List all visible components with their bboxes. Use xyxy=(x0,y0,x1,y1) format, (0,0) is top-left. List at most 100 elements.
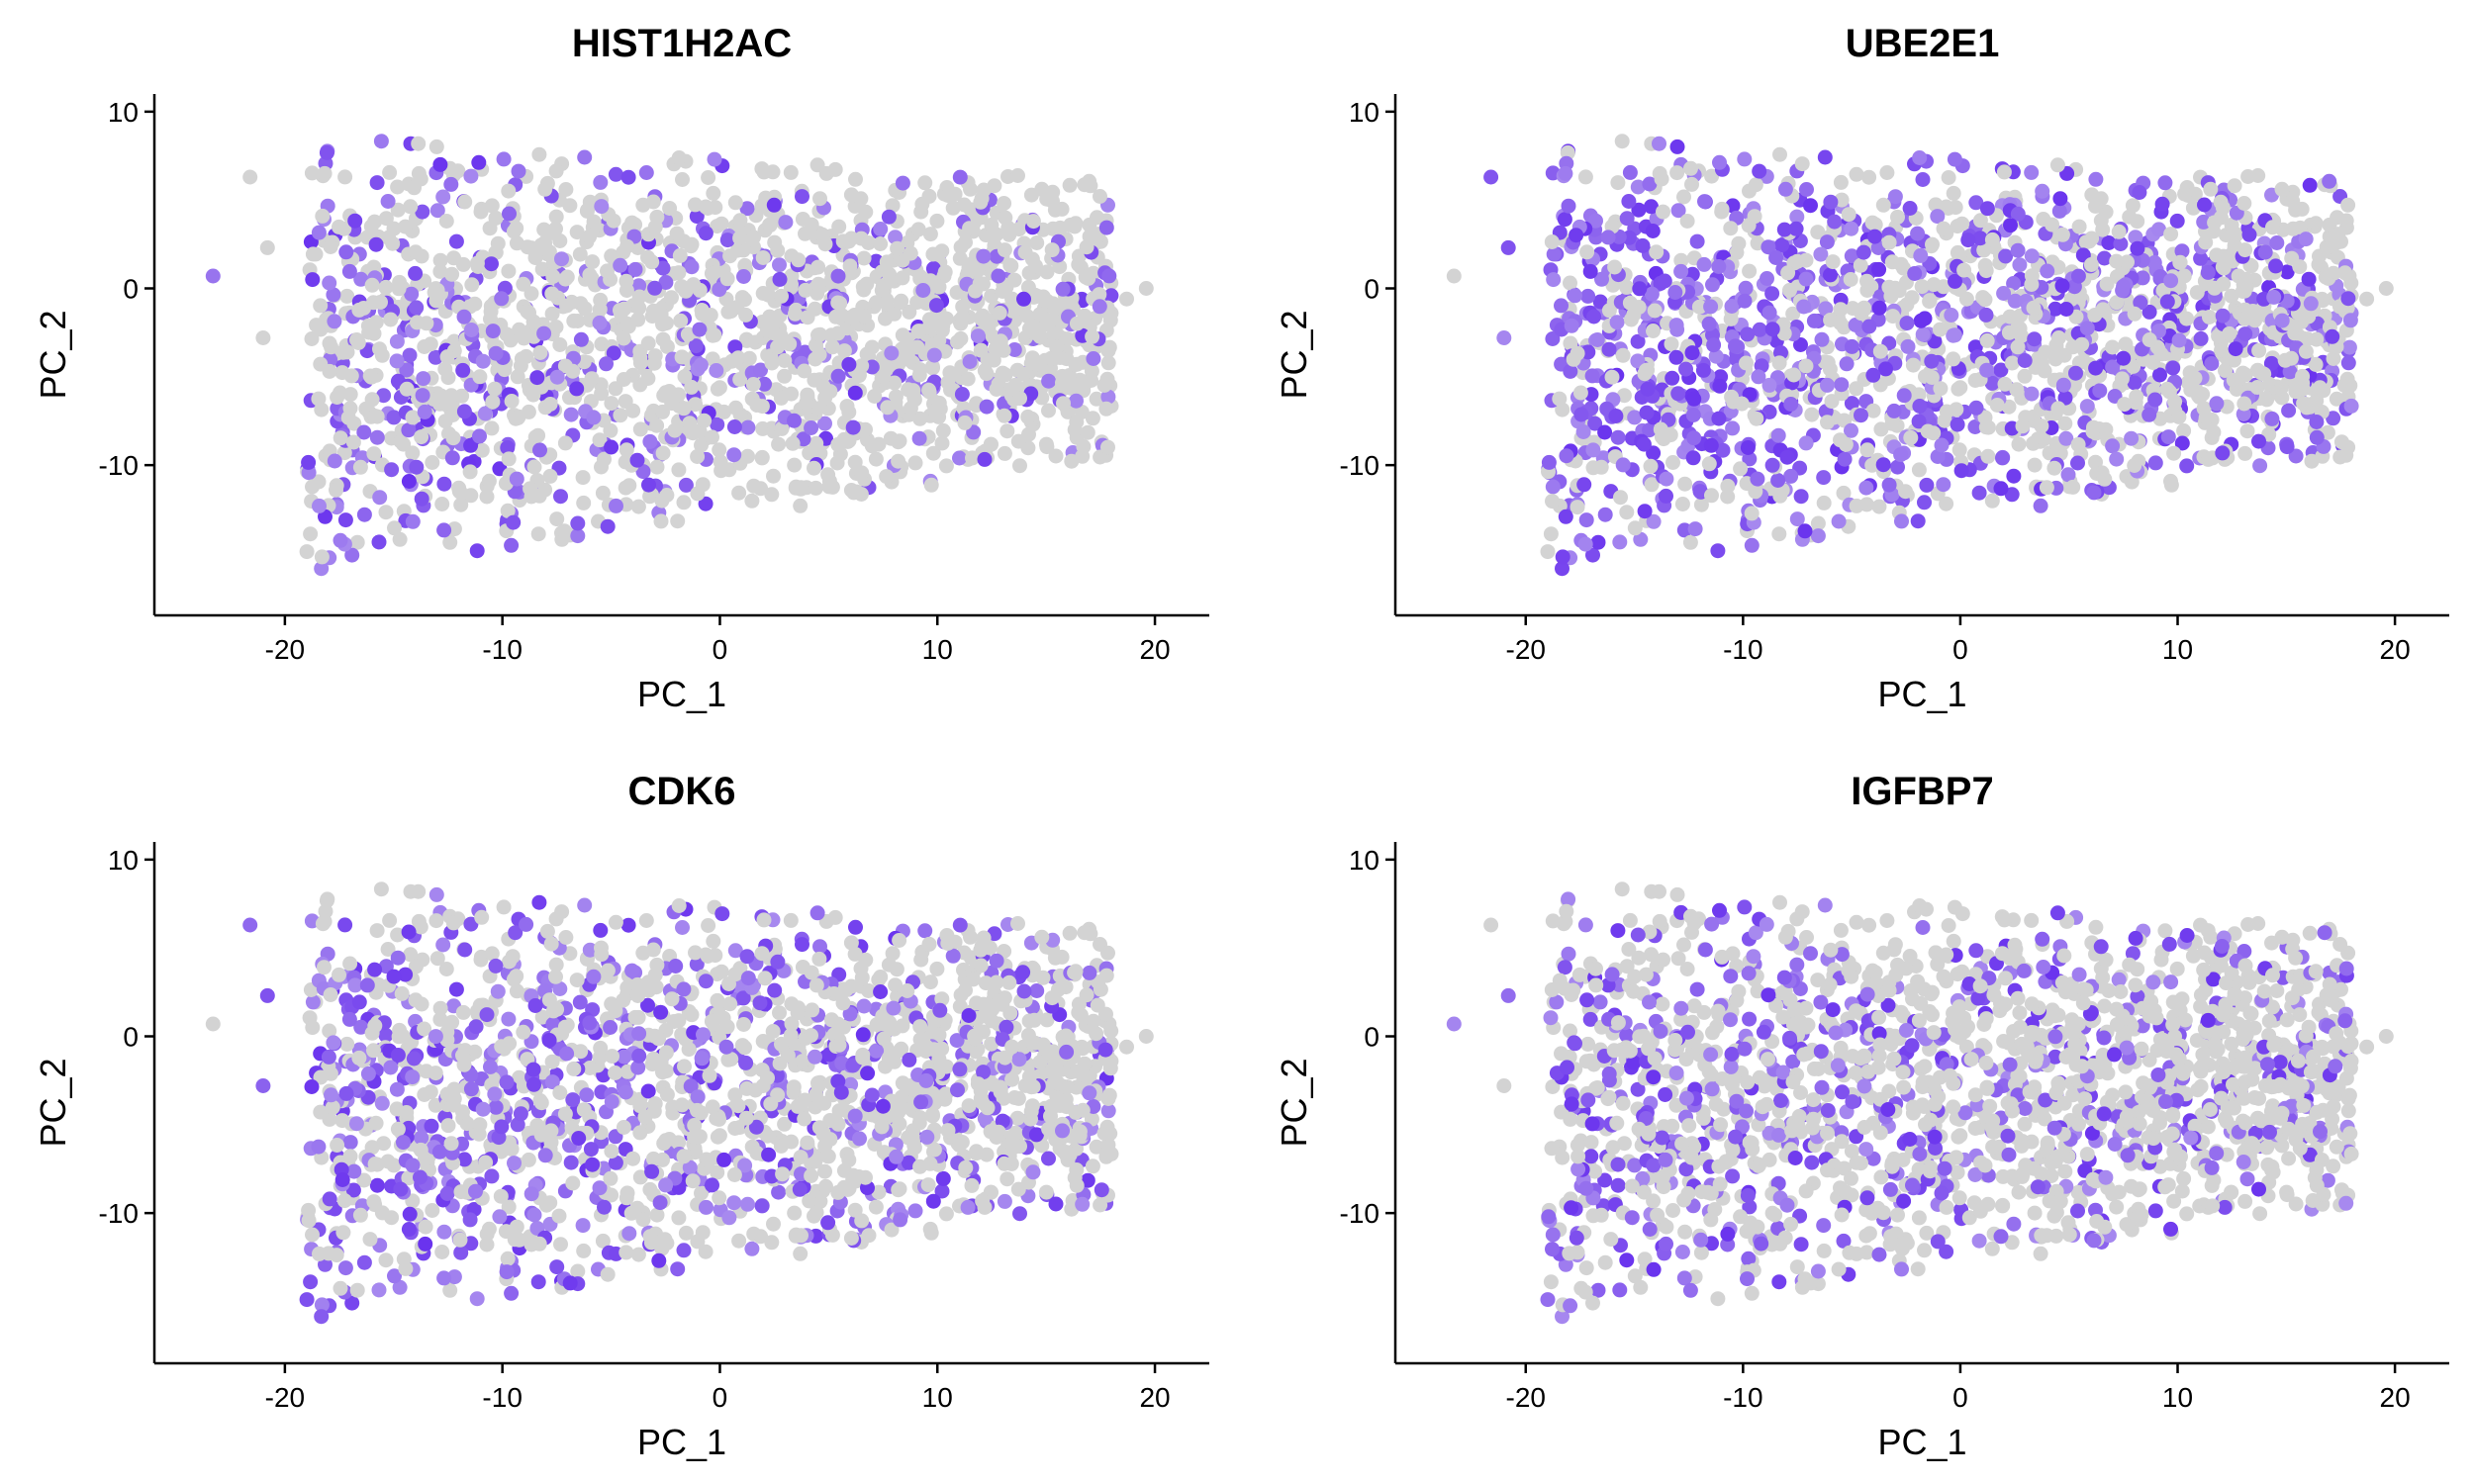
data-point xyxy=(351,994,367,1010)
data-point xyxy=(667,422,683,438)
data-point xyxy=(915,283,931,298)
data-point xyxy=(516,276,531,292)
data-point xyxy=(664,290,679,306)
data-point xyxy=(462,1212,478,1228)
data-point xyxy=(649,417,665,433)
data-point xyxy=(2092,383,2108,399)
y-axis-title: PC_2 xyxy=(33,310,73,399)
data-point xyxy=(927,403,942,418)
data-point xyxy=(787,413,802,428)
data-point xyxy=(699,1199,714,1215)
data-point xyxy=(2097,471,2113,487)
data-point xyxy=(1659,488,1673,504)
data-point xyxy=(351,302,367,318)
data-point xyxy=(2001,325,2017,340)
data-point xyxy=(386,410,402,425)
data-point xyxy=(2200,264,2216,280)
data-point xyxy=(958,234,973,250)
data-point xyxy=(810,276,826,292)
data-point xyxy=(428,913,444,929)
scatter-points xyxy=(205,881,1154,1325)
data-point xyxy=(444,266,460,282)
data-point xyxy=(311,225,327,240)
y-tick-label: 10 xyxy=(108,97,139,128)
data-point xyxy=(531,146,547,162)
data-point xyxy=(401,422,417,438)
data-point xyxy=(705,1177,719,1193)
data-point xyxy=(757,971,773,986)
data-point xyxy=(1822,361,1838,377)
data-point xyxy=(1573,407,1589,422)
data-point xyxy=(334,365,350,381)
data-point xyxy=(1703,299,1719,315)
data-point xyxy=(1865,367,1881,383)
data-point xyxy=(973,958,989,974)
data-point xyxy=(2026,300,2042,316)
data-point xyxy=(684,259,700,275)
data-point xyxy=(1770,473,1786,488)
data-point xyxy=(303,1274,319,1290)
data-point xyxy=(2340,197,2356,213)
data-point xyxy=(2222,325,2237,341)
data-point xyxy=(511,163,526,179)
data-point xyxy=(1072,376,1088,392)
data-point xyxy=(1849,166,1864,182)
data-point xyxy=(1045,296,1061,312)
data-point xyxy=(777,368,793,384)
data-point xyxy=(2017,368,2033,384)
data-point xyxy=(727,1121,743,1136)
data-point xyxy=(594,459,609,475)
data-point xyxy=(2034,418,2049,434)
data-point xyxy=(1932,322,1948,337)
data-point xyxy=(828,309,844,325)
data-point xyxy=(673,313,689,328)
data-point xyxy=(764,355,780,371)
data-point xyxy=(1636,436,1652,452)
data-point xyxy=(2118,336,2134,352)
data-point xyxy=(586,410,602,425)
data-point xyxy=(2257,244,2273,260)
data-point xyxy=(2268,258,2284,274)
data-point xyxy=(2153,346,2169,362)
data-point xyxy=(479,489,495,505)
y-axis-title: PC_2 xyxy=(1274,310,1314,399)
data-point xyxy=(619,238,635,254)
data-point xyxy=(676,1243,692,1258)
y-tick-label: 0 xyxy=(123,274,139,305)
data-point xyxy=(749,398,765,413)
data-point xyxy=(1875,457,1891,473)
data-point xyxy=(647,219,663,234)
data-point xyxy=(873,222,889,236)
data-point xyxy=(728,400,743,416)
data-point xyxy=(450,163,466,179)
data-point xyxy=(303,526,319,542)
data-point xyxy=(2171,332,2187,348)
data-point xyxy=(1797,523,1813,539)
x-tick-label: 20 xyxy=(2380,634,2411,665)
data-point xyxy=(382,164,398,180)
data-point xyxy=(305,246,321,262)
data-point xyxy=(1854,408,1868,423)
data-point xyxy=(1052,220,1068,235)
data-point xyxy=(788,306,803,322)
data-point xyxy=(584,371,600,387)
data-point xyxy=(409,300,425,316)
data-point xyxy=(1683,160,1698,176)
data-point xyxy=(669,226,685,241)
data-point xyxy=(437,361,453,377)
data-point xyxy=(1100,343,1116,358)
data-point xyxy=(830,368,846,384)
data-point xyxy=(1979,201,1995,217)
data-point xyxy=(763,1096,779,1112)
data-point xyxy=(373,134,389,149)
data-point xyxy=(620,169,636,185)
data-point xyxy=(1886,403,1902,418)
data-point xyxy=(979,399,995,415)
data-point xyxy=(1834,377,1850,393)
data-point xyxy=(533,1095,549,1111)
data-point xyxy=(772,257,787,273)
data-point xyxy=(599,356,614,372)
data-point xyxy=(534,261,550,277)
data-point xyxy=(1579,244,1595,260)
